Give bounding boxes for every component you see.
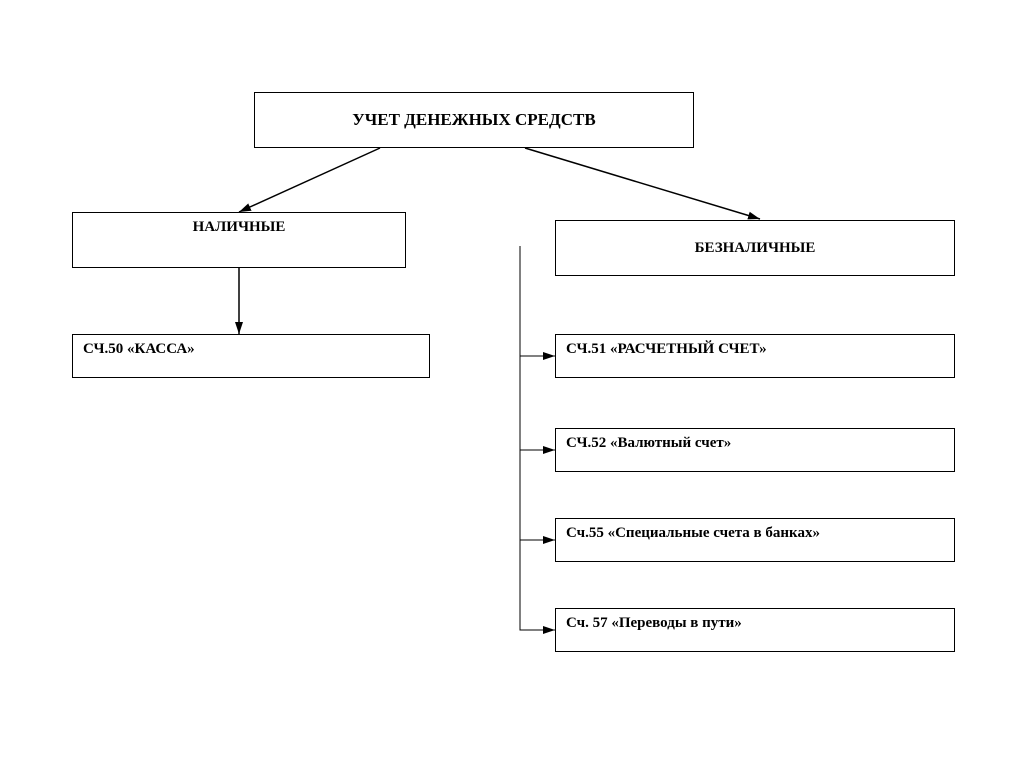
- node-cash-label: НАЛИЧНЫЕ: [193, 219, 286, 236]
- node-acc57-label: Сч. 57 «Переводы в пути»: [566, 615, 742, 632]
- node-acc50: СЧ.50 «КАССА»: [72, 334, 430, 378]
- node-acc52-label: СЧ.52 «Валютный счет»: [566, 435, 731, 452]
- node-cash: НАЛИЧНЫЕ: [72, 212, 406, 268]
- node-noncash: БЕЗНАЛИЧНЫЕ: [555, 220, 955, 276]
- node-root-label: УЧЕТ ДЕНЕЖНЫХ СРЕДСТВ: [352, 110, 595, 130]
- node-acc51: СЧ.51 «РАСЧЕТНЫЙ СЧЕТ»: [555, 334, 955, 378]
- node-acc50-label: СЧ.50 «КАССА»: [83, 341, 195, 358]
- node-acc51-label: СЧ.51 «РАСЧЕТНЫЙ СЧЕТ»: [566, 341, 767, 358]
- node-acc52: СЧ.52 «Валютный счет»: [555, 428, 955, 472]
- node-acc57: Сч. 57 «Переводы в пути»: [555, 608, 955, 652]
- node-noncash-label: БЕЗНАЛИЧНЫЕ: [695, 240, 816, 257]
- node-acc55-label: Сч.55 «Специальные счета в банках»: [566, 525, 820, 542]
- node-acc55: Сч.55 «Специальные счета в банках»: [555, 518, 955, 562]
- diagram-canvas: УЧЕТ ДЕНЕЖНЫХ СРЕДСТВ НАЛИЧНЫЕ БЕЗНАЛИЧН…: [0, 0, 1024, 767]
- node-root: УЧЕТ ДЕНЕЖНЫХ СРЕДСТВ: [254, 92, 694, 148]
